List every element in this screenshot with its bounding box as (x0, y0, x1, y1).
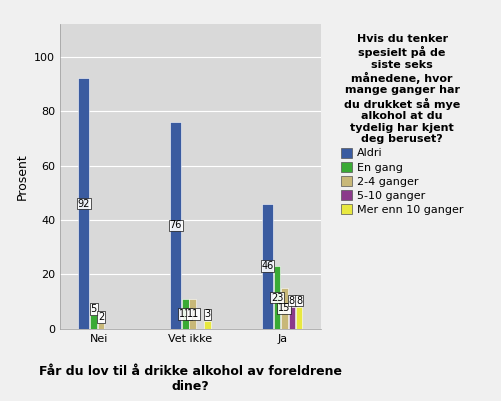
Bar (262, 204, 273, 329)
Bar (189, 299, 196, 329)
Bar (79, 79, 90, 329)
Bar (289, 307, 295, 329)
Bar (98, 323, 104, 329)
Bar (170, 122, 181, 329)
Text: 92: 92 (78, 198, 90, 209)
Text: 46: 46 (262, 261, 274, 271)
Text: 11: 11 (179, 309, 191, 319)
Text: Får du lov til å drikke alkohol av foreldrene
dine?: Får du lov til å drikke alkohol av forel… (39, 365, 342, 393)
Text: 5: 5 (91, 304, 97, 314)
Bar (296, 307, 302, 329)
Text: 2: 2 (98, 312, 104, 322)
Text: 23: 23 (271, 292, 283, 302)
Legend: Aldri, En gang, 2-4 ganger, 5-10 ganger, Mer enn 10 ganger: Aldri, En gang, 2-4 ganger, 5-10 ganger,… (337, 30, 467, 219)
Bar (274, 266, 280, 329)
Text: 8: 8 (296, 296, 302, 306)
Bar (281, 288, 288, 329)
Bar (204, 321, 210, 329)
Text: 3: 3 (204, 309, 210, 319)
Y-axis label: Prosent: Prosent (16, 153, 29, 200)
Text: 76: 76 (169, 221, 182, 231)
Bar (182, 299, 188, 329)
Text: 8: 8 (289, 296, 295, 306)
Text: 15: 15 (278, 304, 291, 314)
Bar (90, 315, 97, 329)
Text: 11: 11 (186, 309, 199, 319)
